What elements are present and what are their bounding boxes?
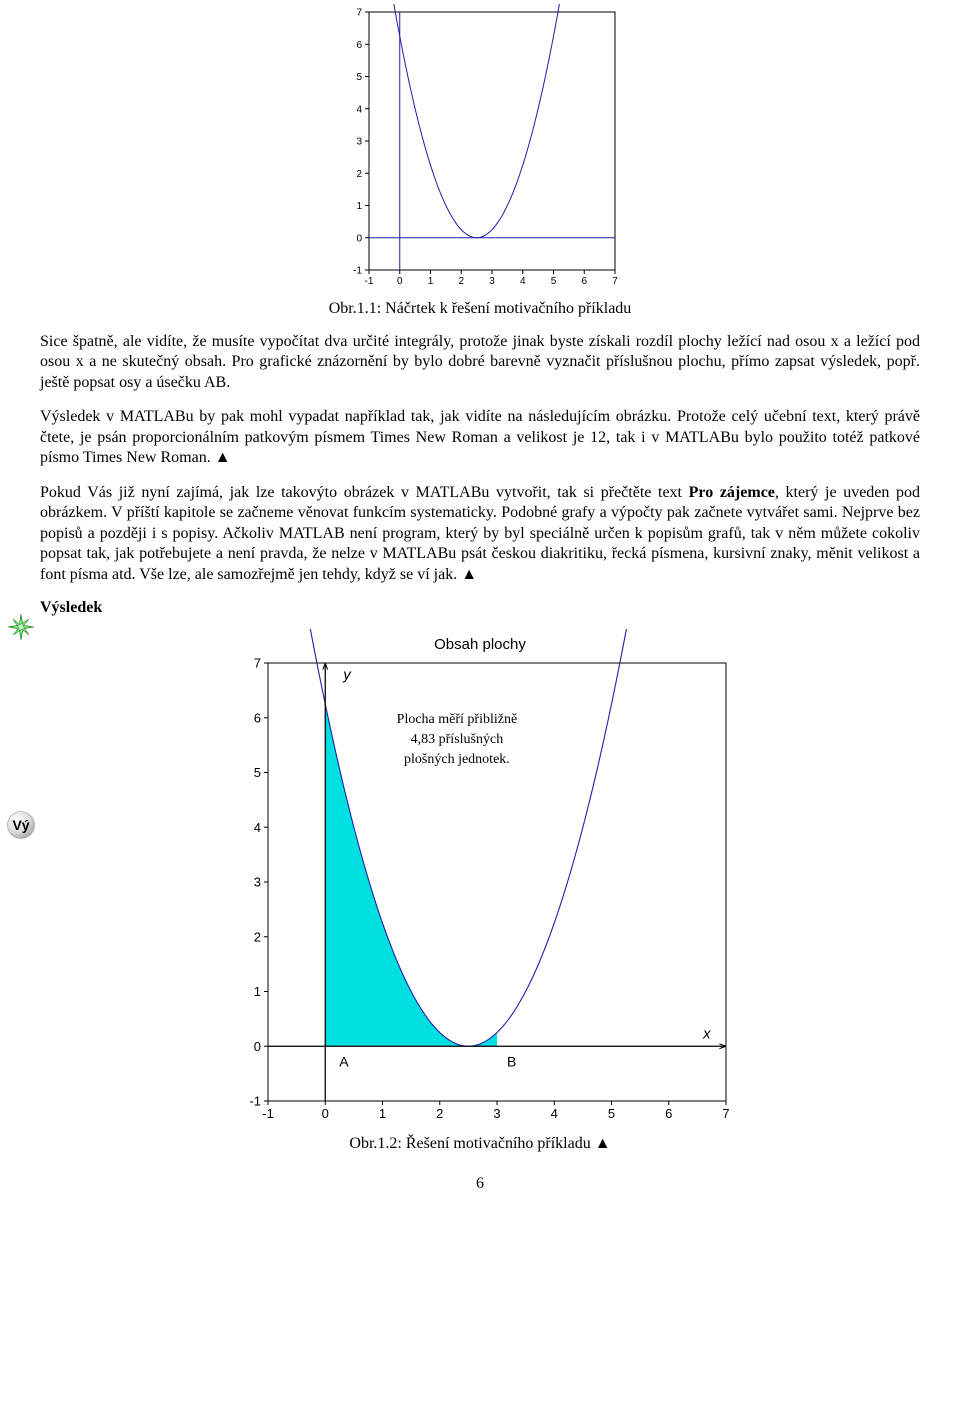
svg-text:6: 6 — [665, 1106, 672, 1121]
margin-star-icon — [6, 612, 36, 642]
svg-text:6: 6 — [356, 40, 362, 51]
svg-text:7: 7 — [722, 1106, 729, 1121]
svg-text:3: 3 — [493, 1106, 500, 1121]
svg-text:-1: -1 — [353, 266, 362, 277]
svg-text:7: 7 — [254, 656, 261, 671]
paragraph-1: Sice špatně, ale vidíte, že musíte vypoč… — [40, 332, 920, 393]
svg-text:5: 5 — [551, 276, 557, 287]
svg-text:7: 7 — [356, 8, 362, 19]
figure-1-2: -101234567-101234567Obsah plochyyxABPloc… — [40, 629, 920, 1129]
paragraph-3: Pokud Vás již nyní zajímá, jak lze takov… — [40, 483, 920, 585]
svg-text:-1: -1 — [249, 1094, 261, 1109]
svg-text:3: 3 — [489, 276, 495, 287]
paragraph-2: Výsledek v MATLABu by pak mohl vypadat n… — [40, 407, 920, 468]
svg-text:7: 7 — [612, 276, 618, 287]
svg-text:2: 2 — [356, 169, 362, 180]
svg-text:0: 0 — [254, 1039, 261, 1054]
svg-text:0: 0 — [397, 276, 403, 287]
svg-text:1: 1 — [428, 276, 434, 287]
page-number: 6 — [40, 1175, 920, 1193]
svg-text:Obsah plochy: Obsah plochy — [434, 636, 526, 653]
svg-text:Vý: Vý — [12, 817, 29, 833]
svg-text:4: 4 — [356, 104, 362, 115]
chart1-svg: -1 0 1 2 3 4 5 6 7 -1 0 1 2 3 4 5 6 7 — [335, 4, 625, 294]
svg-text:4: 4 — [520, 276, 526, 287]
figure-1-2-caption: Obr.1.2: Řešení motivačního příkladu ▲ — [40, 1135, 920, 1153]
margin-vy-icon: Vý — [6, 810, 36, 840]
svg-text:3: 3 — [254, 875, 261, 890]
svg-text:-1: -1 — [365, 276, 374, 287]
svg-text:2: 2 — [436, 1106, 443, 1121]
svg-text:1: 1 — [356, 201, 362, 212]
svg-text:-1: -1 — [262, 1106, 274, 1121]
svg-text:5: 5 — [254, 765, 261, 780]
svg-text:4: 4 — [254, 820, 261, 835]
section-title-vysledek: Výsledek — [40, 599, 920, 617]
svg-text:1: 1 — [379, 1106, 386, 1121]
page: Vý -1 0 1 2 3 4 5 6 7 -1 0 1 2 3 4 5 6 7 Obr.1.1: Náčrtek… — [0, 0, 960, 1203]
svg-text:6: 6 — [581, 276, 587, 287]
svg-text:3: 3 — [356, 137, 362, 148]
svg-text:0: 0 — [356, 233, 362, 244]
svg-text:Plocha měří přibližně: Plocha měří přibližně — [397, 712, 518, 727]
figure-1-1-caption: Obr.1.1: Náčrtek k řešení motivačního př… — [40, 300, 920, 318]
svg-text:B: B — [507, 1053, 516, 1069]
paragraph-3-bold: Pro zájemce — [689, 484, 775, 501]
svg-text:5: 5 — [356, 72, 362, 83]
svg-text:4,83 příslušných: 4,83 příslušných — [411, 732, 504, 747]
svg-text:0: 0 — [322, 1106, 329, 1121]
svg-text:plošných jednotek.: plošných jednotek. — [404, 752, 510, 767]
figure-1-1: -1 0 1 2 3 4 5 6 7 -1 0 1 2 3 4 5 6 7 — [40, 4, 920, 294]
paragraph-3-a: Pokud Vás již nyní zajímá, jak lze takov… — [40, 484, 689, 501]
svg-text:A: A — [339, 1053, 349, 1069]
svg-text:1: 1 — [254, 984, 261, 999]
svg-text:6: 6 — [254, 710, 261, 725]
svg-text:2: 2 — [254, 929, 261, 944]
chart2-svg: -101234567-101234567Obsah plochyyxABPloc… — [220, 629, 740, 1129]
svg-text:x: x — [702, 1025, 711, 1042]
svg-text:2: 2 — [458, 276, 464, 287]
svg-text:4: 4 — [551, 1106, 558, 1121]
svg-text:5: 5 — [608, 1106, 615, 1121]
